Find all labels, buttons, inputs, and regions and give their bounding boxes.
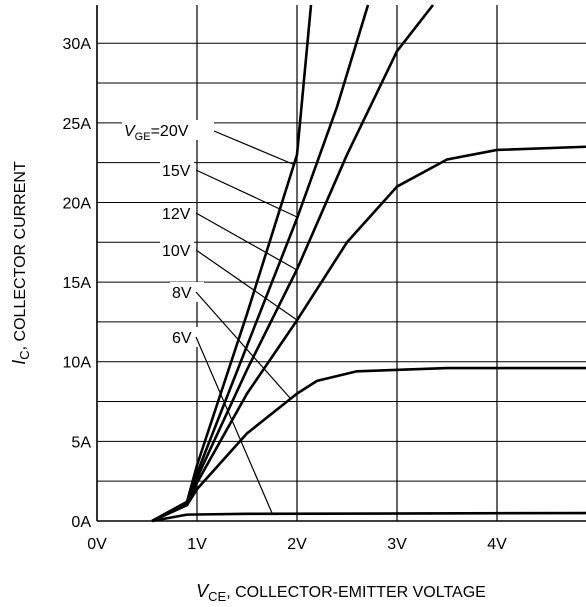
curve	[151, 145, 586, 523]
series-label: VGE=20V	[124, 123, 189, 143]
x-tick-label: 4V	[487, 536, 507, 553]
label-bg	[170, 282, 204, 302]
y-tick-label: 25A	[63, 116, 92, 133]
y-tick-label: 0A	[71, 514, 91, 531]
curve	[151, 4, 370, 523]
label-bg	[170, 327, 204, 347]
y-tick-label: 10A	[63, 355, 92, 372]
label-bg	[160, 203, 194, 223]
x-tick-label: 0V	[87, 536, 107, 553]
y-axis-title: IC, COLLECTOR CURRENT	[9, 161, 32, 365]
series-label: 6V	[172, 330, 192, 347]
axis-subscript: CE	[208, 589, 226, 604]
leader-line	[195, 249, 298, 321]
x-tick-label: 1V	[187, 536, 207, 553]
leader-line	[195, 169, 298, 218]
series-label: 12V	[162, 206, 191, 223]
leader-line	[213, 130, 296, 166]
series-name: =20V	[151, 123, 189, 140]
y-tick-label: 20A	[63, 195, 92, 212]
curve	[151, 511, 586, 523]
label-subscript: GE	[135, 131, 151, 143]
curve	[151, 366, 586, 523]
series-label: 15V	[162, 163, 191, 180]
label-bg	[160, 160, 194, 180]
leader-line	[195, 291, 291, 399]
x-axis-title: VCE, COLLECTOR-EMITTER VOLTAGE	[196, 581, 486, 604]
y-tick-label: 15A	[63, 275, 92, 292]
axis-text: , COLLECTOR CURRENT	[12, 161, 29, 350]
leader-line	[195, 336, 273, 514]
label-symbol: V	[124, 123, 136, 140]
leader-line	[195, 212, 298, 271]
label-bg	[122, 120, 214, 140]
axis-symbol: I	[9, 360, 29, 365]
y-tick-label: 5A	[71, 434, 91, 451]
x-tick-label: 2V	[287, 536, 307, 553]
axis-text: , COLLECTOR-EMITTER VOLTAGE	[226, 584, 486, 601]
axis-subscript: C	[17, 350, 32, 359]
curve	[151, 4, 435, 523]
label-bg	[160, 240, 194, 260]
curve	[151, 4, 313, 523]
series-label: 10V	[162, 243, 191, 260]
axis-symbol: V	[196, 581, 210, 601]
x-tick-label: 3V	[387, 536, 407, 553]
series-label: 8V	[172, 285, 192, 302]
y-tick-label: 30A	[63, 36, 92, 53]
